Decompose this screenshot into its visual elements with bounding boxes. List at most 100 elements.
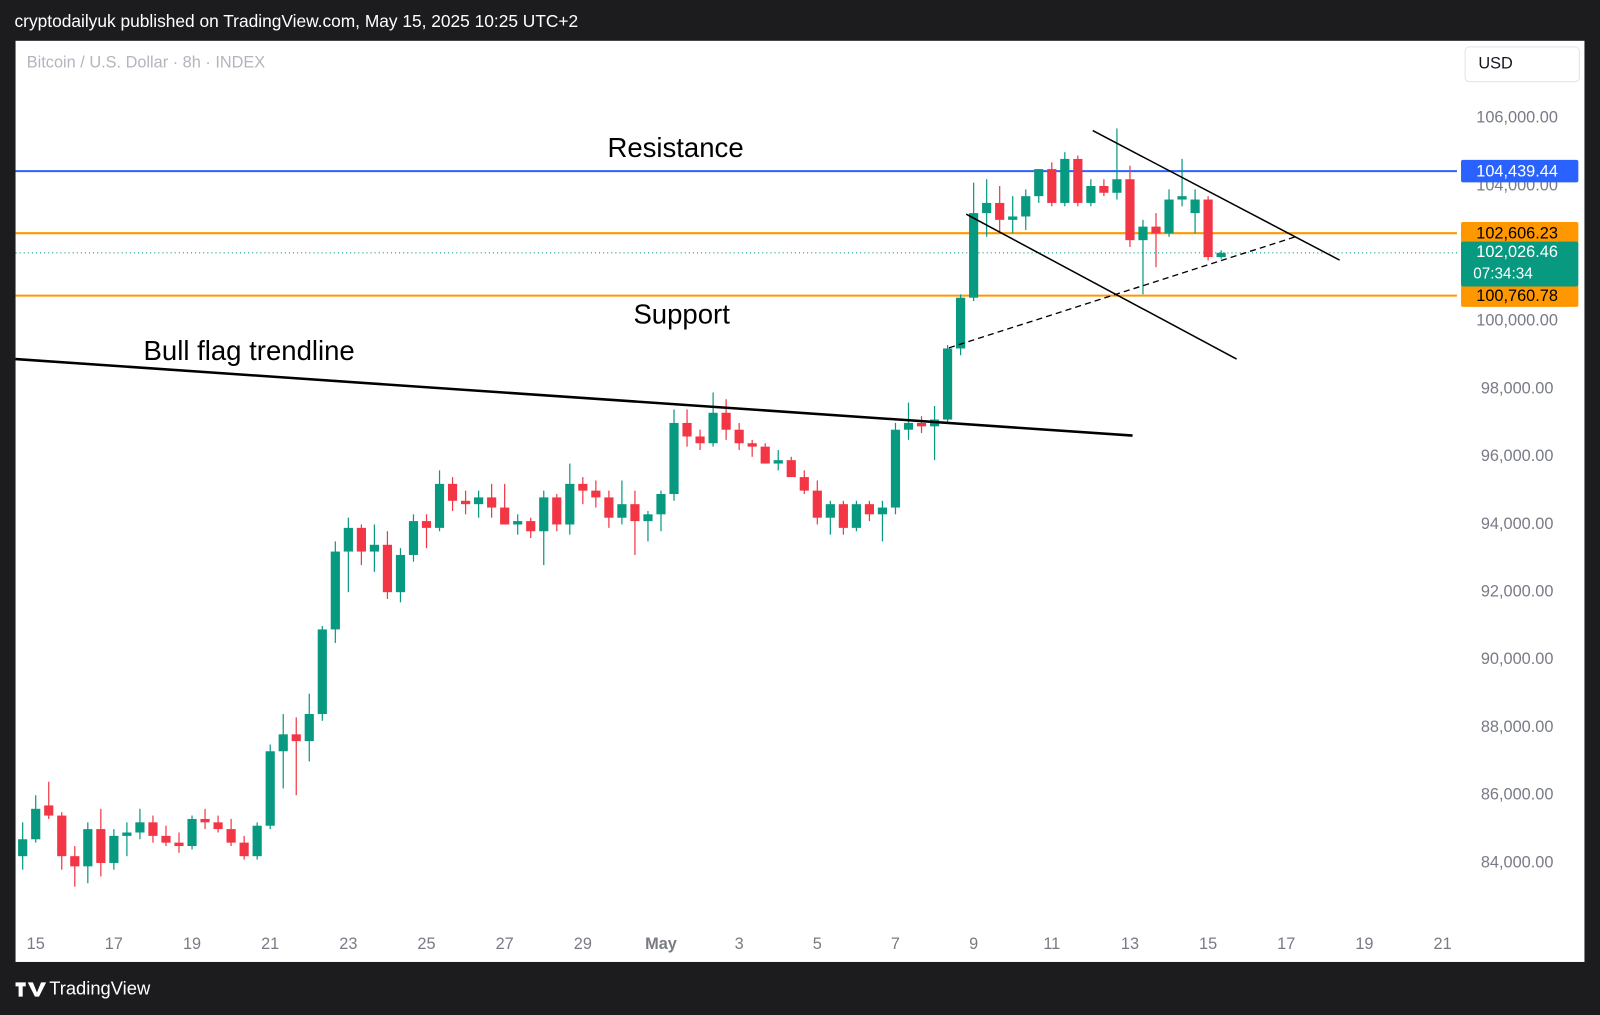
candle-body xyxy=(500,507,510,525)
x-tick-label: 17 xyxy=(105,935,123,953)
last-price-label: 102,026.46 xyxy=(1476,243,1558,261)
candle-body xyxy=(851,504,861,528)
candle-body xyxy=(265,751,275,826)
candle-body xyxy=(682,422,692,437)
candle-body xyxy=(487,497,497,508)
candle-body xyxy=(916,422,927,427)
candle-body xyxy=(317,629,327,715)
candle-body xyxy=(1112,179,1122,193)
x-tick-label: 21 xyxy=(1434,935,1452,953)
candle-body xyxy=(578,483,588,491)
y-tick-label: 106,000.00 xyxy=(1476,109,1558,127)
candle-body xyxy=(200,818,210,823)
level-label: 102,606.23 xyxy=(1476,225,1558,243)
candle-body xyxy=(825,504,835,518)
candle-body xyxy=(447,483,458,501)
candle-body xyxy=(656,494,666,515)
candle-body xyxy=(617,504,627,518)
candle-body xyxy=(434,483,445,528)
x-tick-label: 7 xyxy=(891,935,900,953)
candle-body xyxy=(1073,158,1083,203)
x-tick-label: May xyxy=(645,935,677,953)
x-tick-label: 13 xyxy=(1121,935,1139,953)
candle-body xyxy=(799,477,809,491)
candle-body xyxy=(18,839,28,857)
y-tick-label: 98,000.00 xyxy=(1481,379,1554,397)
currency-button[interactable] xyxy=(1464,46,1580,83)
drawings xyxy=(15,129,1340,437)
candle-body xyxy=(760,446,770,464)
flag-upper-line xyxy=(1092,129,1340,261)
candle-body xyxy=(161,835,171,843)
bull-flag-trendline xyxy=(15,357,1133,437)
level-label: 104,439.44 xyxy=(1476,162,1558,180)
candle-body xyxy=(226,829,236,843)
y-tick-label: 100,000.00 xyxy=(1476,312,1558,330)
y-tick-label: 90,000.00 xyxy=(1481,650,1554,668)
candle-body xyxy=(343,527,353,552)
candle-body xyxy=(291,734,301,742)
candle-body xyxy=(1021,196,1031,217)
x-tick-label: 19 xyxy=(183,935,201,953)
candle-body xyxy=(356,527,366,552)
x-tick-label: 3 xyxy=(735,935,744,953)
candle-body xyxy=(786,460,796,478)
candle-body xyxy=(122,832,132,836)
annotation: Resistance xyxy=(607,132,743,163)
candle-body xyxy=(239,842,249,857)
candle-body xyxy=(83,829,93,867)
logo-icon xyxy=(15,982,47,997)
candle-body xyxy=(421,521,432,528)
candle-body xyxy=(812,490,822,518)
candle-body xyxy=(187,818,197,847)
flag-lower-line xyxy=(965,213,1237,360)
level-badge xyxy=(1461,221,1579,245)
candle-body xyxy=(1086,186,1096,203)
candle-body xyxy=(1164,199,1174,234)
x-tick-label: 15 xyxy=(1199,935,1217,953)
candle-body xyxy=(369,544,379,552)
x-tick-label: 25 xyxy=(417,935,435,953)
candle-body xyxy=(382,544,393,593)
candle-body xyxy=(278,734,288,752)
y-tick-label: 96,000.00 xyxy=(1481,447,1554,465)
candle-body xyxy=(330,551,340,630)
y-tick-label: 84,000.00 xyxy=(1481,853,1554,871)
candle-body xyxy=(1190,199,1200,214)
chart-area xyxy=(15,40,1585,962)
candle-body xyxy=(708,412,718,444)
x-tick-label: 21 xyxy=(261,935,279,953)
candle-body xyxy=(591,490,601,498)
candle-body xyxy=(721,412,731,430)
candle-body xyxy=(1177,196,1187,200)
countdown-label: 07:34:34 xyxy=(1473,265,1533,282)
x-tick-label: 9 xyxy=(969,935,978,953)
candle-body xyxy=(969,213,979,298)
candle-body xyxy=(877,507,888,515)
candle-body xyxy=(252,825,262,857)
candle-body xyxy=(552,497,562,525)
candle-body xyxy=(513,521,523,525)
candle-body xyxy=(643,514,653,522)
candle-body xyxy=(565,483,575,525)
candle-body xyxy=(1099,186,1109,193)
x-tick-label: 5 xyxy=(813,935,822,953)
footer-logo xyxy=(15,982,47,997)
candle-body xyxy=(474,497,484,505)
plot: 84,000.00 86,000.00 88,000.00 90,000.00 92,0… xyxy=(15,109,1579,953)
candle-body xyxy=(734,429,744,444)
candle-body xyxy=(408,521,419,555)
candle-body xyxy=(57,815,67,857)
candle-body xyxy=(395,554,406,593)
candle-body xyxy=(747,443,757,447)
candle-body xyxy=(982,202,992,214)
candle-body xyxy=(1216,252,1226,258)
y-tick-label: 88,000.00 xyxy=(1481,718,1554,736)
candle-body xyxy=(604,497,614,518)
candle-body xyxy=(135,822,145,833)
annotation: Support xyxy=(633,299,730,330)
candle-body xyxy=(148,822,158,836)
candle-body xyxy=(903,422,914,430)
